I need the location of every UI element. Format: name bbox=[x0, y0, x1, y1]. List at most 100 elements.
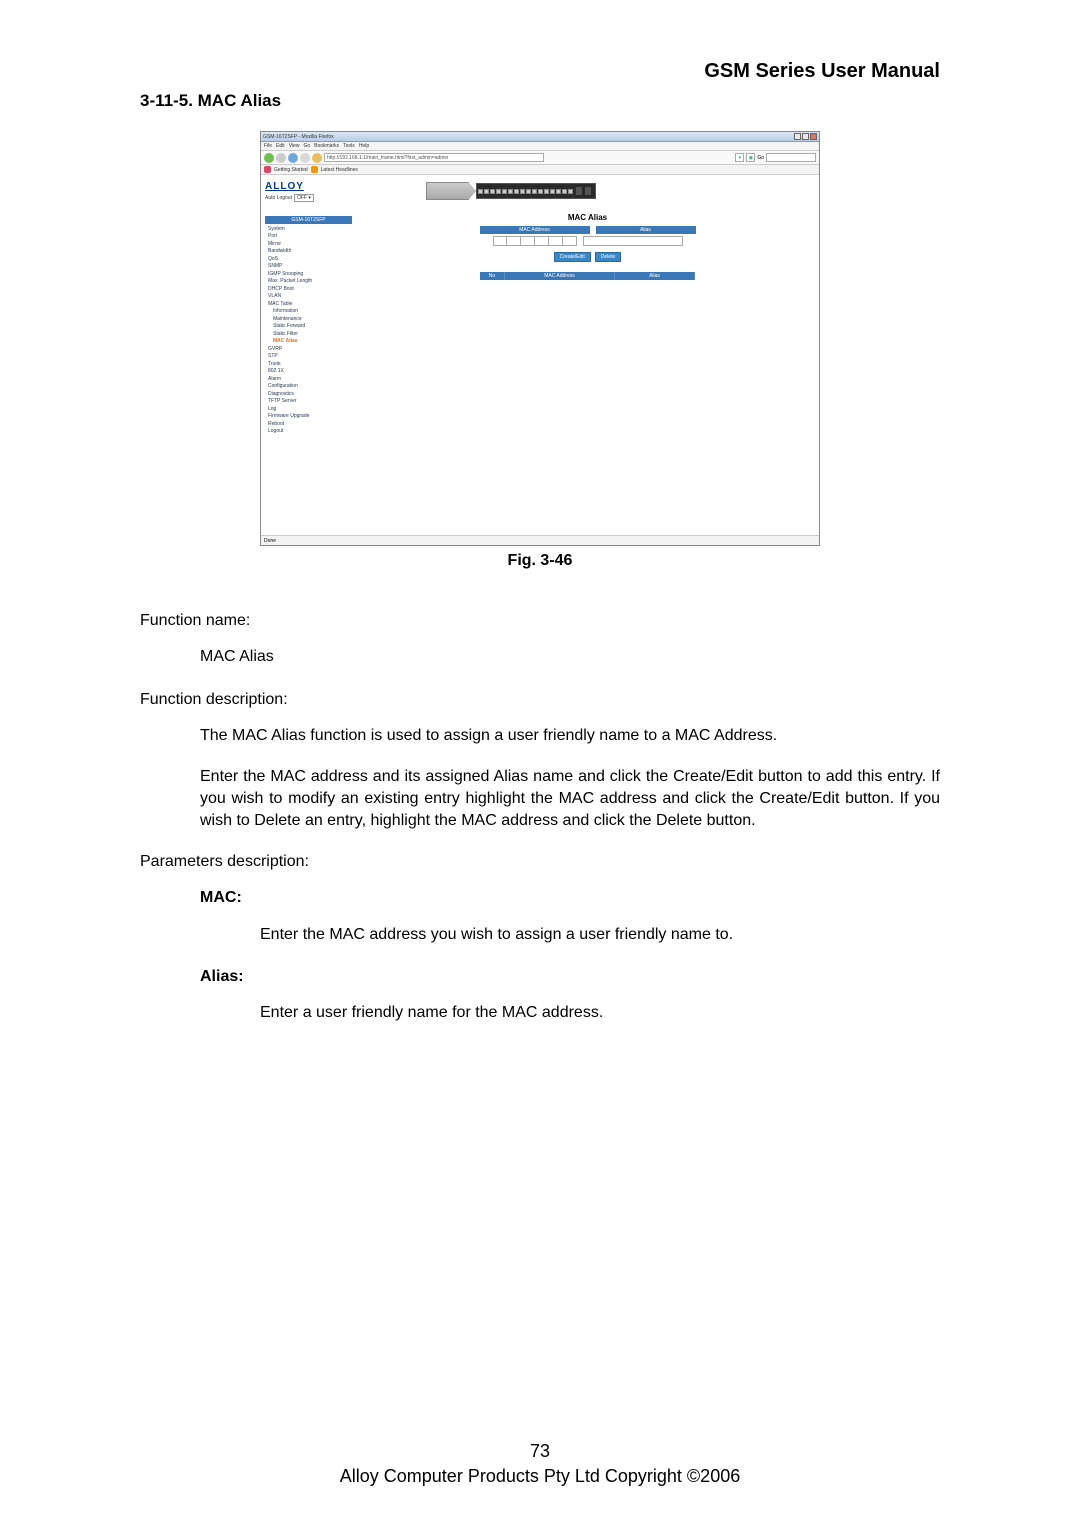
params-label: Parameters description: bbox=[140, 851, 940, 873]
bookmark-item[interactable]: Latest Headlines bbox=[321, 167, 358, 173]
param-mac-label: MAC: bbox=[200, 887, 940, 909]
nav-item[interactable]: Configuration bbox=[265, 383, 352, 391]
nav-item[interactable]: Information bbox=[265, 308, 352, 316]
logo: ALLOY bbox=[265, 181, 352, 192]
mac-octet-input[interactable] bbox=[535, 236, 549, 246]
function-name-value: MAC Alias bbox=[200, 646, 940, 668]
go-icon[interactable]: ▾ bbox=[735, 153, 744, 162]
nav-item[interactable]: Firmware Upgrade bbox=[265, 413, 352, 421]
delete-button[interactable]: Delete bbox=[595, 252, 621, 262]
list-header: No MAC Address Alias bbox=[366, 272, 809, 280]
mac-octet-input[interactable] bbox=[563, 236, 577, 246]
nav-item[interactable]: Maintenance bbox=[265, 315, 352, 323]
nav-item[interactable]: MAC Alias bbox=[265, 338, 352, 346]
main-panel: MAC Alias MAC Address Alias Create/Edit bbox=[356, 175, 819, 535]
nav-item[interactable]: Trunk bbox=[265, 360, 352, 368]
nav-item[interactable]: MAC Table bbox=[265, 300, 352, 308]
nav-item[interactable]: System bbox=[265, 225, 352, 233]
col-alias: Alias bbox=[615, 272, 695, 280]
function-desc-label: Function description: bbox=[140, 689, 940, 711]
stop-icon[interactable] bbox=[300, 153, 310, 163]
bookmarks-bar: Getting Started Latest Headlines bbox=[261, 165, 819, 175]
home-icon[interactable] bbox=[312, 153, 322, 163]
nav-item[interactable]: Alarm bbox=[265, 375, 352, 383]
menu-item[interactable]: File bbox=[264, 143, 272, 149]
forward-icon[interactable] bbox=[276, 153, 286, 163]
nav-item[interactable]: TFTP Server bbox=[265, 398, 352, 406]
nav-item[interactable]: Mirror bbox=[265, 240, 352, 248]
nav-item[interactable]: STP bbox=[265, 353, 352, 361]
menu-item[interactable]: Edit bbox=[276, 143, 285, 149]
bookmark-icon bbox=[311, 166, 318, 173]
nav-item[interactable]: 802.1X bbox=[265, 368, 352, 376]
nav-item[interactable]: GVRP bbox=[265, 345, 352, 353]
menu-item[interactable]: Go bbox=[303, 143, 310, 149]
screenshot-figure: GSM-16T2SFP - Mozilla Firefox File Edit … bbox=[260, 131, 820, 546]
nav-list: SystemPortMirrorBandwidthQoSSNMPIGMP Sno… bbox=[265, 225, 352, 435]
doc-header: GSM Series User Manual bbox=[140, 60, 940, 83]
mac-octet-input[interactable] bbox=[549, 236, 563, 246]
nav-item[interactable]: Max. Packet Length bbox=[265, 278, 352, 286]
nav-item[interactable]: DHCP Boot bbox=[265, 285, 352, 293]
section-title: 3-11-5. MAC Alias bbox=[140, 91, 940, 111]
search-box[interactable] bbox=[766, 153, 816, 162]
go-button-icon[interactable]: ◉ bbox=[746, 153, 755, 162]
param-alias-desc: Enter a user friendly name for the MAC a… bbox=[260, 1002, 940, 1024]
switch-graphic bbox=[426, 181, 596, 201]
sidebar: ALLOY Auto Logout OFF ▾ GSM-16T2SFP Syst… bbox=[261, 175, 356, 535]
nav-item[interactable]: VLAN bbox=[265, 293, 352, 301]
form-header-row: MAC Address Alias bbox=[366, 226, 809, 234]
maximize-icon[interactable] bbox=[802, 133, 809, 140]
back-icon[interactable] bbox=[264, 153, 274, 163]
menu-item[interactable]: View bbox=[289, 143, 300, 149]
nav-item[interactable]: Diagnostics bbox=[265, 390, 352, 398]
function-desc-p2: Enter the MAC address and its assigned A… bbox=[200, 766, 940, 833]
col-mac: MAC Address bbox=[505, 272, 615, 280]
menu-item[interactable]: Help bbox=[359, 143, 369, 149]
nav-item[interactable]: Logout bbox=[265, 428, 352, 436]
figure-caption: Fig. 3-46 bbox=[140, 552, 940, 570]
nav-item[interactable]: QoS bbox=[265, 255, 352, 263]
browser-toolbar: http://192.168.1.1/main_frame.html?first… bbox=[261, 151, 819, 165]
auto-logout-select[interactable]: OFF ▾ bbox=[294, 194, 314, 202]
page-content: ALLOY Auto Logout OFF ▾ GSM-16T2SFP Syst… bbox=[261, 175, 819, 535]
copyright: Alloy Computer Products Pty Ltd Copyrigh… bbox=[0, 1466, 1080, 1487]
switch-ports-icon bbox=[476, 183, 596, 199]
nav-item[interactable]: SNMP bbox=[265, 263, 352, 271]
nav-item[interactable]: Static Filter bbox=[265, 330, 352, 338]
form-input-row bbox=[366, 236, 809, 246]
mac-octet-input[interactable] bbox=[521, 236, 535, 246]
panel-title: MAC Alias bbox=[366, 213, 809, 222]
nav-item[interactable]: Port bbox=[265, 233, 352, 241]
page-number: 73 bbox=[0, 1441, 1080, 1462]
param-mac-desc: Enter the MAC address you wish to assign… bbox=[260, 924, 940, 946]
mac-input-group bbox=[493, 236, 577, 246]
alias-input[interactable] bbox=[583, 236, 683, 246]
nav-item[interactable]: Reboot bbox=[265, 420, 352, 428]
model-label: GSM-16T2SFP bbox=[265, 216, 352, 224]
switch-left-icon bbox=[426, 182, 476, 200]
nav-item[interactable]: Bandwidth bbox=[265, 248, 352, 256]
url-bar[interactable]: http://192.168.1.1/main_frame.html?first… bbox=[324, 153, 544, 162]
menu-item[interactable]: Tools bbox=[343, 143, 355, 149]
window-titlebar: GSM-16T2SFP - Mozilla Firefox bbox=[261, 132, 819, 142]
mac-octet-input[interactable] bbox=[507, 236, 521, 246]
mac-header: MAC Address bbox=[480, 226, 590, 234]
alias-header: Alias bbox=[596, 226, 696, 234]
col-no: No bbox=[480, 272, 505, 280]
minimize-icon[interactable] bbox=[794, 133, 801, 140]
param-alias-label: Alias: bbox=[200, 966, 940, 988]
reload-icon[interactable] bbox=[288, 153, 298, 163]
bookmark-item[interactable]: Getting Started bbox=[274, 167, 308, 173]
browser-menubar: File Edit View Go Bookmarks Tools Help bbox=[261, 142, 819, 151]
close-icon[interactable] bbox=[810, 133, 817, 140]
button-row: Create/Edit Delete bbox=[366, 252, 809, 262]
function-name-label: Function name: bbox=[140, 610, 940, 632]
nav-item[interactable]: Static Forward bbox=[265, 323, 352, 331]
nav-item[interactable]: Log bbox=[265, 405, 352, 413]
nav-item[interactable]: IGMP Snooping bbox=[265, 270, 352, 278]
menu-item[interactable]: Bookmarks bbox=[314, 143, 339, 149]
mac-octet-input[interactable] bbox=[493, 236, 507, 246]
create-edit-button[interactable]: Create/Edit bbox=[554, 252, 591, 262]
status-bar: Done bbox=[261, 535, 819, 545]
